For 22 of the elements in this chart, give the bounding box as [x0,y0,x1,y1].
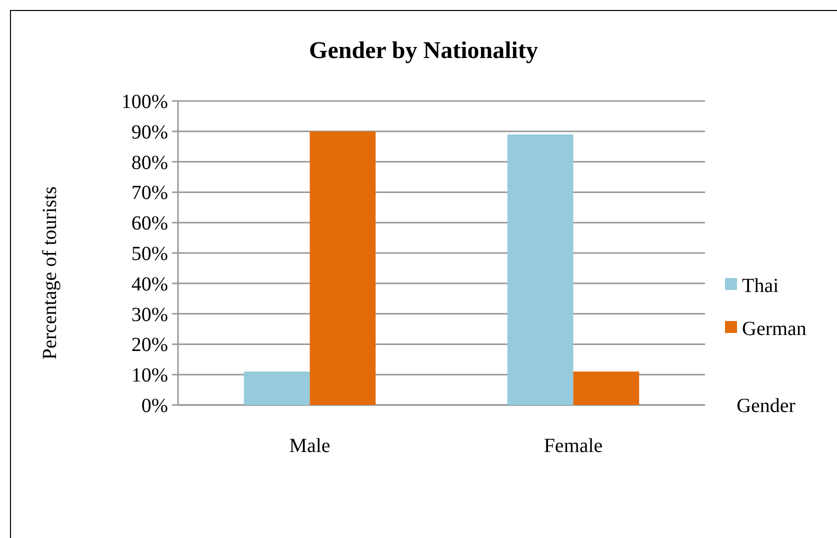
y-tick-label: 50% [131,243,168,265]
x-tick-label: Male [289,435,330,457]
bar [573,372,640,405]
x-tick-label: Female [544,435,603,457]
y-tick-label: 20% [131,334,168,356]
y-tick-label: 30% [131,304,168,326]
bar [244,372,310,405]
bar [507,134,574,405]
y-tick-label: 0% [141,395,168,417]
x-axis-title: Gender [736,395,796,417]
y-tick-label: 100% [121,91,168,113]
y-tick-label: 60% [131,212,168,235]
bar [310,131,376,405]
y-tick-label: 40% [131,273,168,296]
legend-label: German [742,318,806,340]
legend-label: Thai [742,275,780,297]
chart-title: Gender by Nationality [309,38,538,64]
y-tick-label: 80% [131,152,168,174]
y-tick-label: 10% [131,364,168,387]
y-tick-label: 90% [131,121,168,144]
y-tick-label: 70% [131,182,168,204]
y-axis-title: Percentage of tourists [39,186,61,360]
